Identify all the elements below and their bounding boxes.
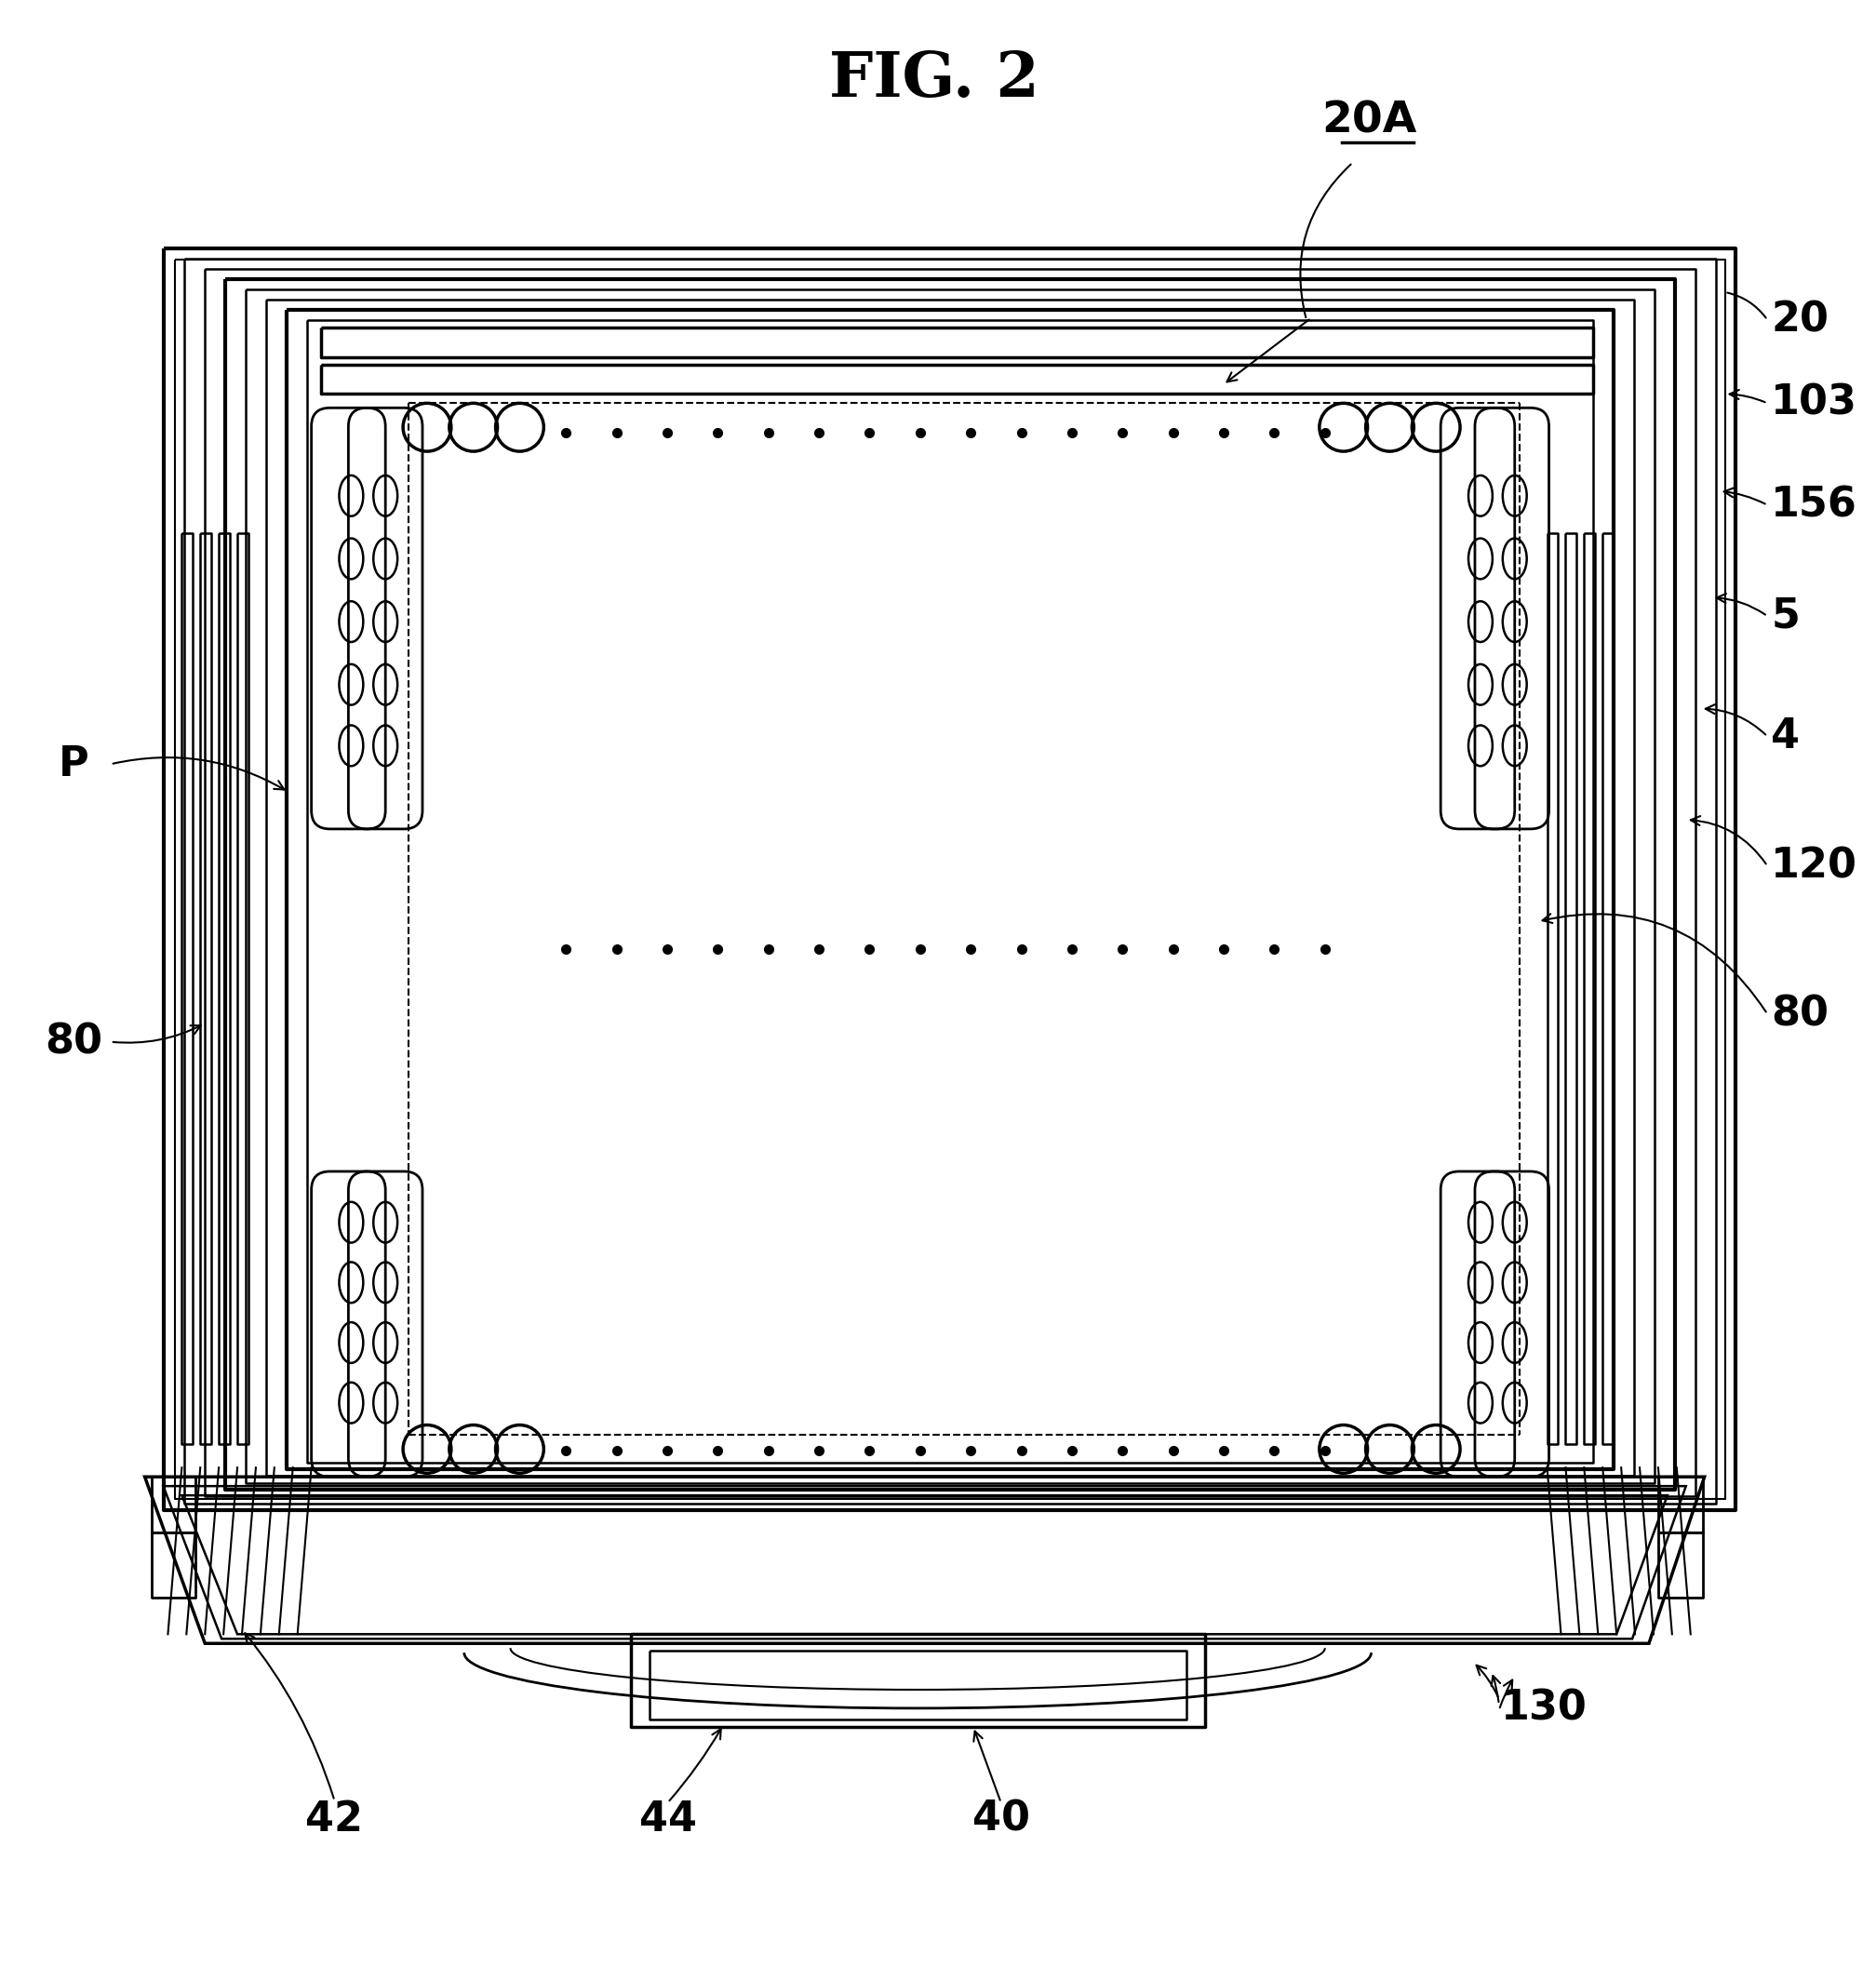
FancyArrowPatch shape bbox=[113, 1026, 201, 1043]
FancyArrowPatch shape bbox=[1542, 915, 1765, 1012]
Text: FIG. 2: FIG. 2 bbox=[829, 50, 1039, 109]
Text: 80: 80 bbox=[45, 1022, 103, 1061]
Text: 40: 40 bbox=[972, 1800, 1030, 1839]
Text: 156: 156 bbox=[1771, 485, 1857, 525]
Text: 130: 130 bbox=[1501, 1689, 1587, 1729]
FancyArrowPatch shape bbox=[1491, 1675, 1501, 1703]
Text: 20A: 20A bbox=[1323, 101, 1416, 143]
FancyArrowPatch shape bbox=[1728, 293, 1765, 319]
FancyArrowPatch shape bbox=[1690, 816, 1765, 863]
Text: 4: 4 bbox=[1771, 717, 1799, 756]
FancyArrowPatch shape bbox=[1705, 705, 1765, 735]
FancyArrowPatch shape bbox=[246, 1634, 334, 1798]
FancyArrowPatch shape bbox=[1717, 594, 1765, 614]
Text: 42: 42 bbox=[306, 1800, 364, 1839]
Text: 44: 44 bbox=[640, 1800, 696, 1839]
Text: 5: 5 bbox=[1771, 596, 1799, 636]
Text: 80: 80 bbox=[1771, 994, 1829, 1034]
FancyArrowPatch shape bbox=[1476, 1665, 1497, 1697]
Text: 103: 103 bbox=[1771, 384, 1857, 424]
FancyArrowPatch shape bbox=[1724, 487, 1765, 503]
Text: 120: 120 bbox=[1771, 845, 1857, 885]
Text: 20: 20 bbox=[1771, 299, 1829, 341]
FancyArrowPatch shape bbox=[1730, 390, 1765, 402]
FancyArrowPatch shape bbox=[974, 1731, 1000, 1800]
Text: P: P bbox=[58, 744, 88, 784]
FancyArrowPatch shape bbox=[113, 758, 283, 790]
FancyArrowPatch shape bbox=[670, 1729, 720, 1800]
FancyArrowPatch shape bbox=[1499, 1679, 1512, 1707]
FancyArrowPatch shape bbox=[1300, 164, 1351, 317]
